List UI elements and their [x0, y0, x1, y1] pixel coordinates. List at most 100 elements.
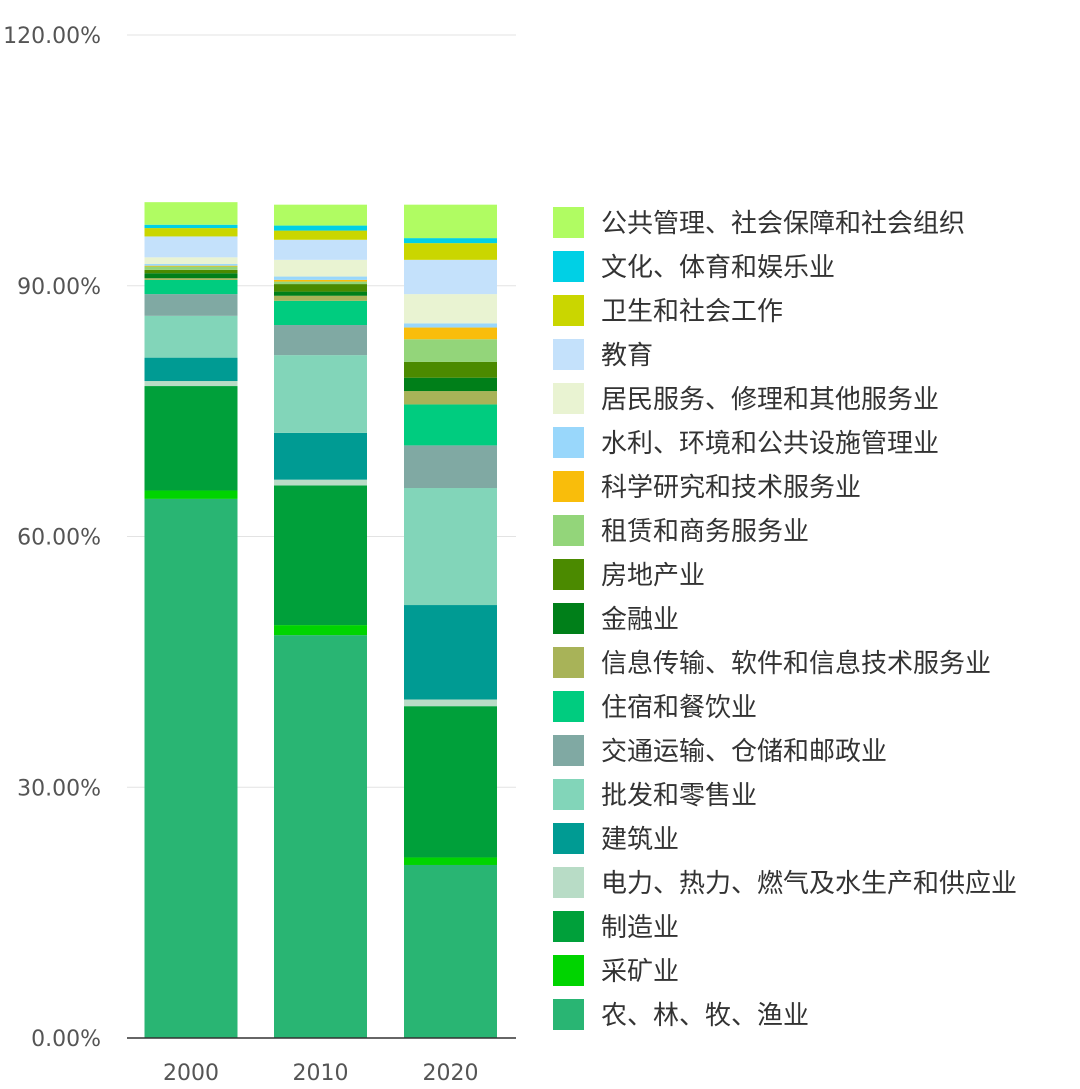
y-axis-ticks: 0.00% 30.00% 60.00% 90.00% 120.00% [3, 24, 101, 1052]
bar-segment [274, 230, 367, 240]
legend-label: 卫生和社会工作 [601, 297, 783, 327]
bar-segment [404, 243, 497, 260]
legend-item: 交通运输、仓储和邮政业 [553, 735, 887, 767]
legend-item: 租赁和商务服务业 [553, 515, 809, 547]
bar-segment [404, 294, 497, 324]
legend-label: 农、林、牧、渔业 [601, 1001, 809, 1031]
bar-segment [274, 281, 367, 285]
legend-swatch [553, 603, 584, 634]
bar-segment [404, 323, 497, 328]
bar-segment [274, 485, 367, 626]
bar-segment [274, 291, 367, 296]
legend-item: 电力、热力、燃气及水生产和供应业 [553, 867, 1017, 899]
bar-segment [144, 265, 238, 267]
bar-segment [144, 278, 238, 280]
bar-segment [274, 276, 367, 280]
y-tick-label: 120.00% [3, 24, 101, 49]
bar-segment [404, 857, 497, 865]
legend-item: 居民服务、修理和其他服务业 [553, 383, 939, 415]
legend-label: 租赁和商务服务业 [601, 517, 809, 547]
bar-segment [144, 381, 238, 387]
legend-label: 住宿和餐饮业 [601, 693, 757, 723]
bar-segment [274, 259, 367, 277]
legend-item: 建筑业 [553, 823, 679, 855]
bar-segment [404, 238, 497, 244]
bar-segment [404, 488, 497, 606]
legend-swatch [553, 779, 584, 810]
bar-segment [274, 300, 367, 326]
bar-segment [404, 445, 497, 489]
y-tick-label: 60.00% [17, 526, 101, 551]
bar-segment [144, 257, 238, 265]
legend: 公共管理、社会保障和社会组织文化、体育和娱乐业卫生和社会工作教育居民服务、修理和… [553, 207, 1017, 1031]
x-tick-label: 2010 [293, 1061, 349, 1086]
bar-segment [404, 404, 497, 446]
bar-segment [274, 225, 367, 231]
bar-segment [144, 264, 238, 266]
legend-item: 信息传输、软件和信息技术服务业 [553, 647, 991, 679]
legend-label: 房地产业 [601, 561, 705, 591]
bar-segment [274, 204, 367, 226]
bar-segment [144, 490, 238, 499]
legend-label: 建筑业 [601, 825, 679, 855]
legend-item: 水利、环境和公共设施管理业 [553, 427, 939, 459]
bar-segment [144, 357, 238, 382]
legend-swatch [553, 691, 584, 722]
legend-item: 教育 [553, 339, 653, 371]
bar-segment [144, 269, 238, 274]
bar-segment [274, 355, 367, 433]
bar-segment [144, 279, 238, 295]
legend-swatch [553, 559, 584, 590]
legend-swatch [553, 383, 584, 414]
bar-segment [144, 202, 238, 225]
legend-item: 采矿业 [553, 955, 679, 987]
legend-item: 住宿和餐饮业 [553, 691, 757, 723]
bar-segment [404, 699, 497, 707]
bar-segment [144, 498, 238, 1038]
bar-segment [144, 294, 238, 316]
bar-segment [274, 295, 367, 301]
legend-label: 教育 [601, 341, 653, 371]
legend-item: 卫生和社会工作 [553, 295, 783, 327]
bar-segment [144, 273, 238, 279]
bar-segment [144, 315, 238, 358]
bar-segment [144, 266, 238, 270]
bar-segment [274, 479, 367, 486]
bar-segment [404, 377, 497, 392]
legend-item: 公共管理、社会保障和社会组织 [553, 207, 965, 239]
bar-segment [274, 239, 367, 260]
bar-segment [404, 327, 497, 340]
bar-segment [404, 706, 497, 858]
bar-segment [274, 625, 367, 636]
legend-swatch [553, 207, 584, 238]
legend-swatch [553, 471, 584, 502]
legend-swatch [553, 823, 584, 854]
legend-swatch [553, 295, 584, 326]
bar-segment [404, 361, 497, 378]
bar-segment [404, 391, 497, 405]
bar-segment [274, 284, 367, 292]
legend-swatch [553, 427, 584, 458]
legend-swatch [553, 867, 584, 898]
legend-item: 金融业 [553, 603, 679, 635]
x-axis-ticks: 2000 2010 2020 [163, 1061, 479, 1086]
legend-item: 批发和零售业 [553, 779, 757, 811]
legend-swatch [553, 735, 584, 766]
legend-label: 科学研究和技术服务业 [601, 473, 861, 503]
bar-segment [404, 864, 497, 1038]
legend-swatch [553, 339, 584, 370]
legend-item: 制造业 [553, 911, 679, 943]
legend-swatch [553, 647, 584, 678]
legend-label: 信息传输、软件和信息技术服务业 [601, 649, 991, 679]
bar-segment [404, 339, 497, 362]
y-tick-label: 0.00% [31, 1027, 101, 1052]
legend-label: 采矿业 [601, 957, 679, 987]
legend-label: 金融业 [601, 605, 679, 635]
legend-item: 文化、体育和娱乐业 [553, 251, 835, 283]
bar-segment [144, 228, 238, 237]
legend-label: 制造业 [601, 913, 679, 943]
legend-swatch [553, 911, 584, 942]
bar-segment [274, 635, 367, 1038]
legend-swatch [553, 999, 584, 1030]
